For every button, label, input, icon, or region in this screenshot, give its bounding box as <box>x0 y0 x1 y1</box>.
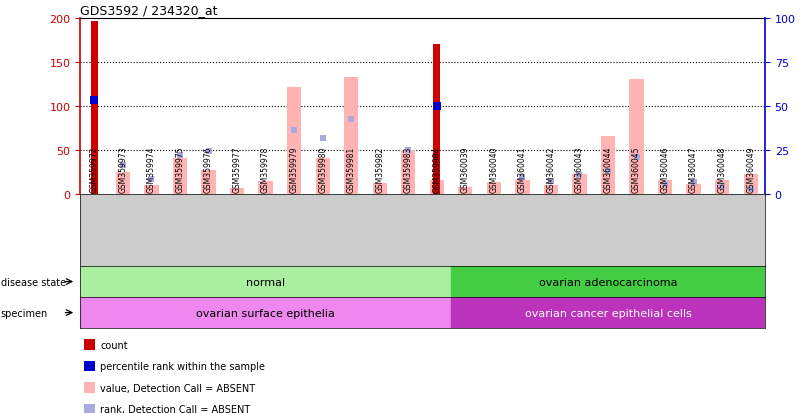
Bar <box>658 181 672 194</box>
Text: rank, Detection Call = ABSENT: rank, Detection Call = ABSENT <box>100 404 251 413</box>
Bar <box>451 266 765 297</box>
Text: GDS3592 / 234320_at: GDS3592 / 234320_at <box>80 5 218 17</box>
Text: count: count <box>100 340 127 350</box>
Bar <box>80 297 451 328</box>
Text: value, Detection Call = ABSENT: value, Detection Call = ABSENT <box>100 383 256 393</box>
Bar <box>451 297 765 328</box>
Text: ovarian adenocarcinoma: ovarian adenocarcinoma <box>539 277 678 287</box>
Bar <box>630 80 644 194</box>
Bar <box>230 189 244 194</box>
Bar <box>173 159 187 194</box>
Text: normal: normal <box>246 277 285 287</box>
Bar <box>433 45 441 194</box>
Bar <box>316 159 330 194</box>
Bar <box>458 187 473 194</box>
Bar <box>116 172 130 194</box>
Bar <box>372 183 387 194</box>
Bar <box>80 266 451 297</box>
Bar <box>91 22 98 194</box>
Text: ovarian surface epithelia: ovarian surface epithelia <box>196 308 335 318</box>
Bar <box>686 185 701 194</box>
Text: percentile rank within the sample: percentile rank within the sample <box>100 361 265 371</box>
Bar <box>515 180 529 194</box>
Text: specimen: specimen <box>1 308 48 318</box>
Bar <box>144 185 159 194</box>
Bar <box>287 88 301 194</box>
Bar <box>743 175 758 194</box>
Bar <box>201 171 215 194</box>
Bar <box>601 136 615 194</box>
Bar <box>573 175 586 194</box>
Bar <box>544 185 558 194</box>
Text: disease state: disease state <box>1 277 66 287</box>
Bar <box>401 150 416 194</box>
Bar <box>344 77 358 194</box>
Bar <box>259 182 272 194</box>
Bar <box>429 181 444 194</box>
Text: ovarian cancer epithelial cells: ovarian cancer epithelial cells <box>525 308 691 318</box>
Bar <box>487 183 501 194</box>
Bar <box>715 180 729 194</box>
